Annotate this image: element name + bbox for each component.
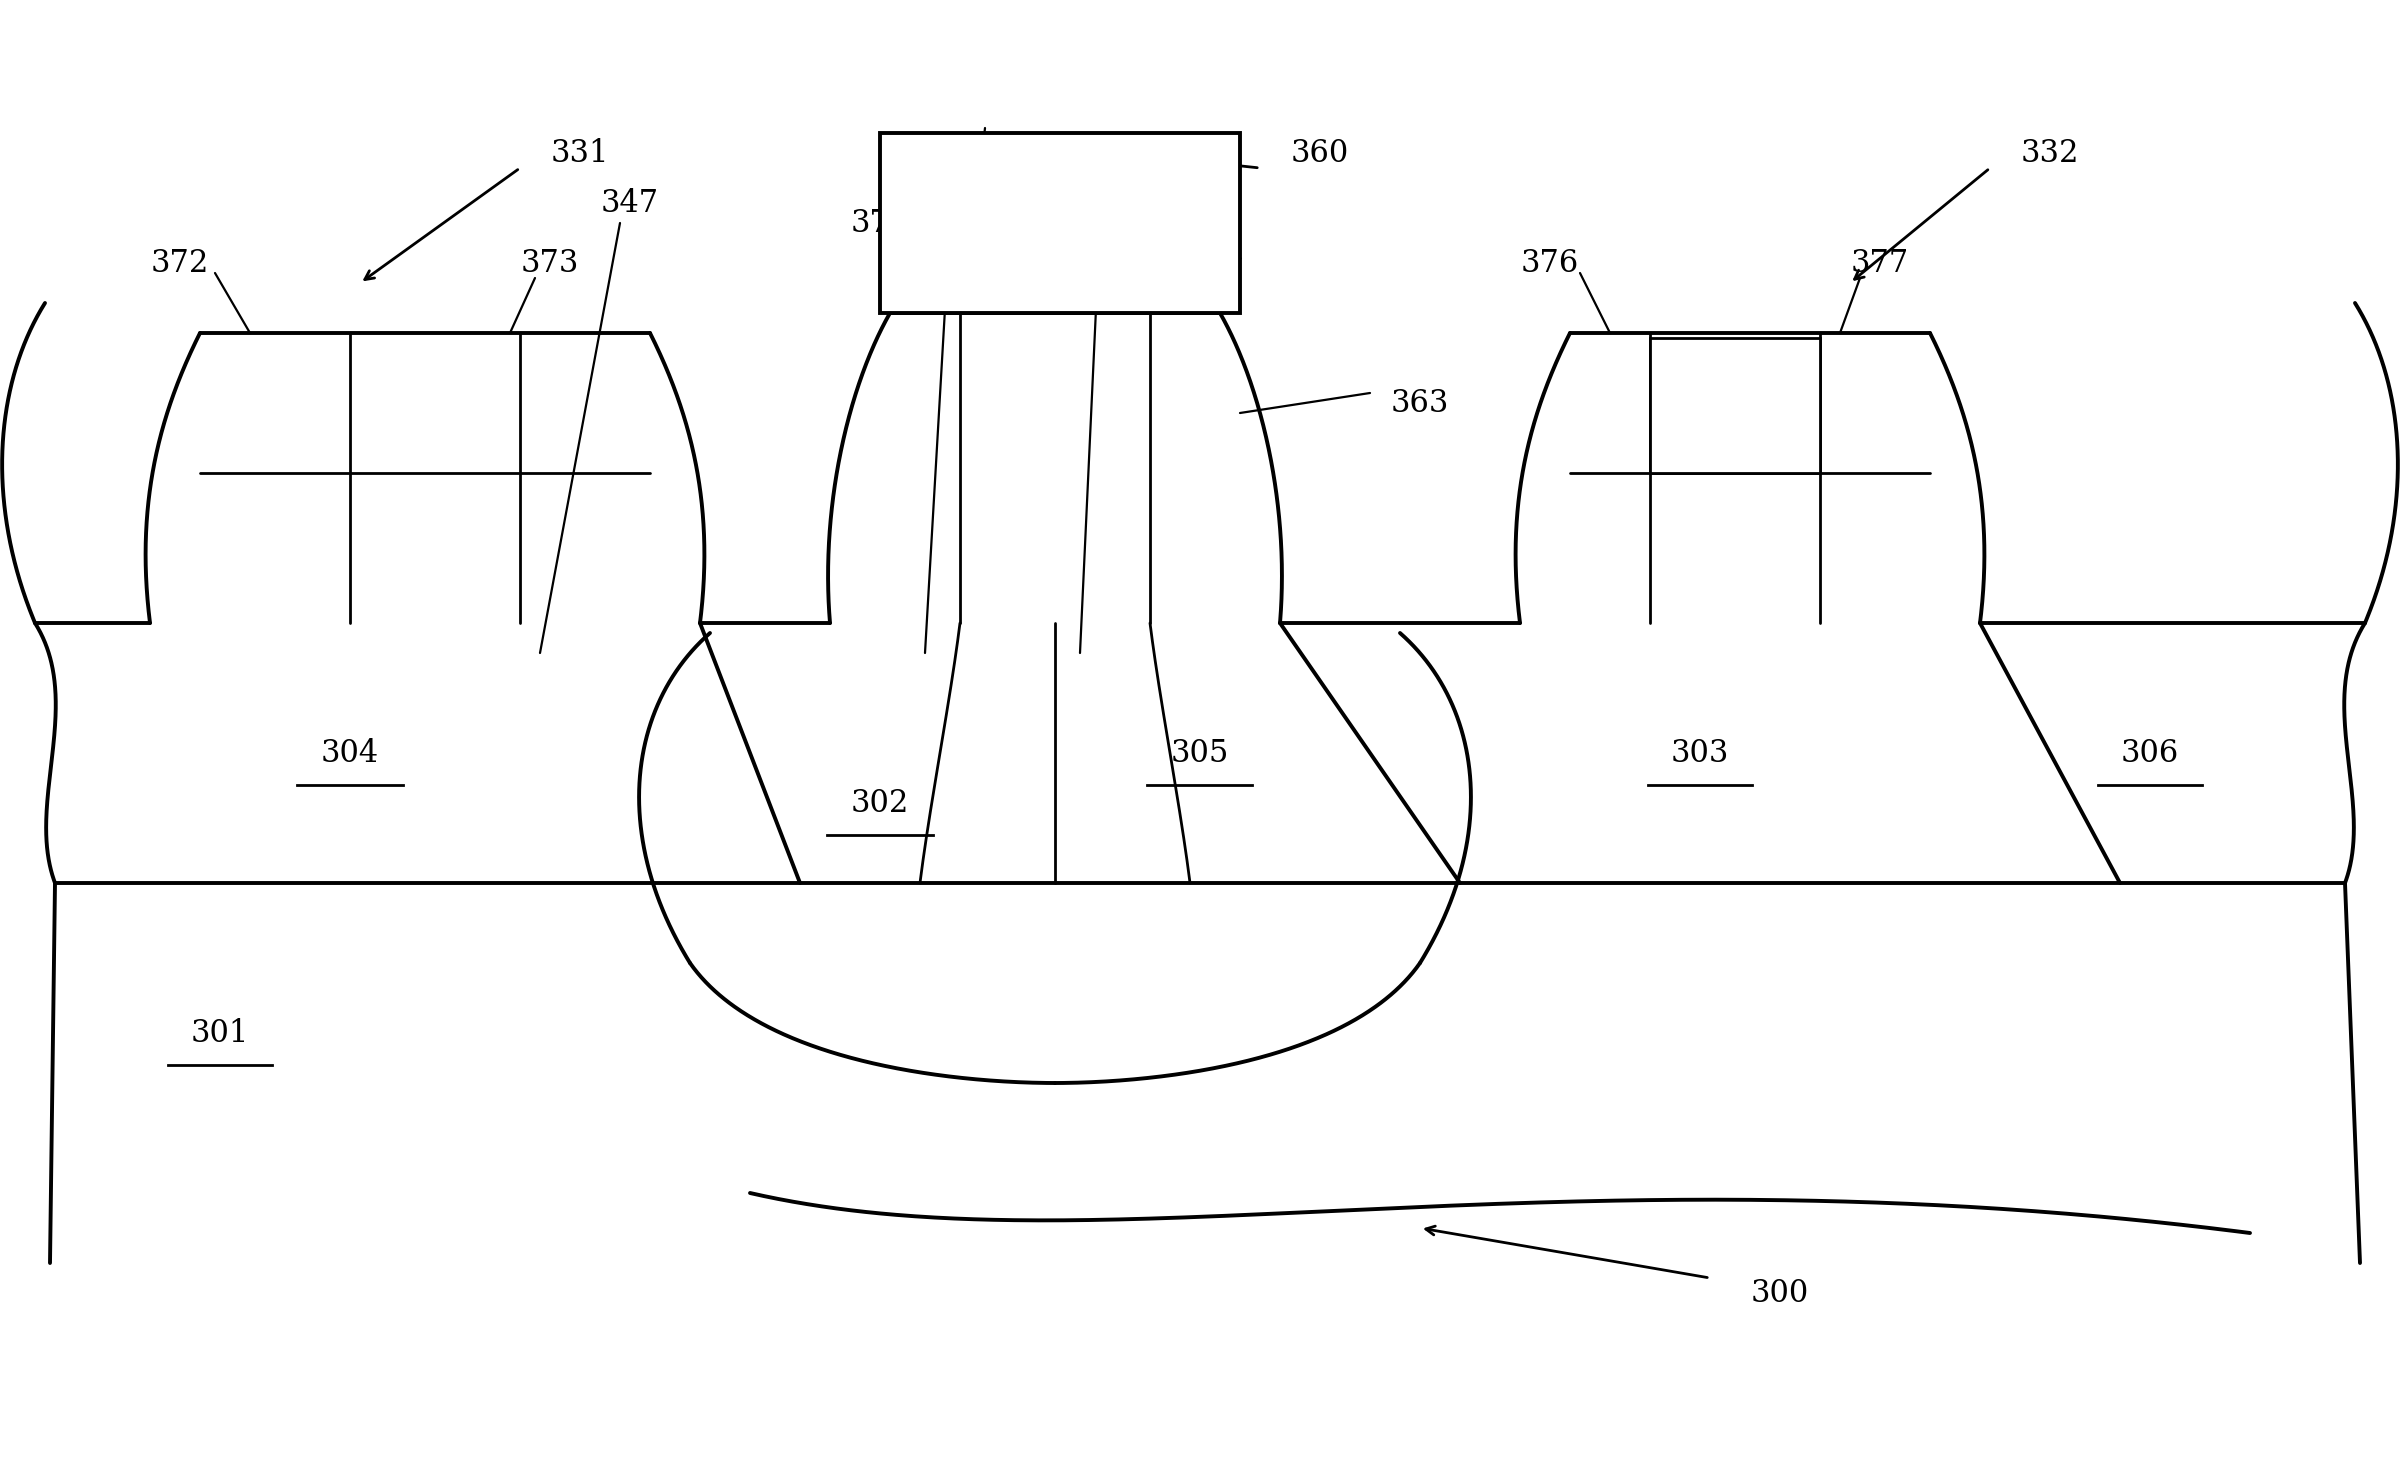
- Text: 301: 301: [190, 1017, 250, 1048]
- Text: 364: 364: [952, 138, 1009, 169]
- Text: 375: 375: [1141, 208, 1199, 239]
- Text: 302: 302: [851, 787, 908, 819]
- Text: 306: 306: [2122, 737, 2180, 768]
- Text: 300: 300: [1752, 1277, 1809, 1308]
- Text: 372: 372: [151, 248, 209, 279]
- Text: 374: 374: [851, 208, 908, 239]
- Text: 332: 332: [2021, 138, 2079, 169]
- Bar: [1651, 338, 1819, 473]
- Text: 305: 305: [1170, 737, 1230, 768]
- Bar: [879, 133, 1240, 313]
- Text: 373: 373: [521, 248, 579, 279]
- Text: 303: 303: [1670, 737, 1730, 768]
- Text: 331: 331: [550, 138, 610, 169]
- Text: 349: 349: [1072, 187, 1129, 218]
- Text: 360: 360: [1290, 138, 1348, 169]
- Text: 376: 376: [1521, 248, 1579, 279]
- Text: 363: 363: [1391, 387, 1449, 418]
- Text: 377: 377: [1850, 248, 1908, 279]
- Text: 348: 348: [920, 187, 978, 218]
- Text: 304: 304: [322, 737, 380, 768]
- Text: 347: 347: [601, 187, 658, 218]
